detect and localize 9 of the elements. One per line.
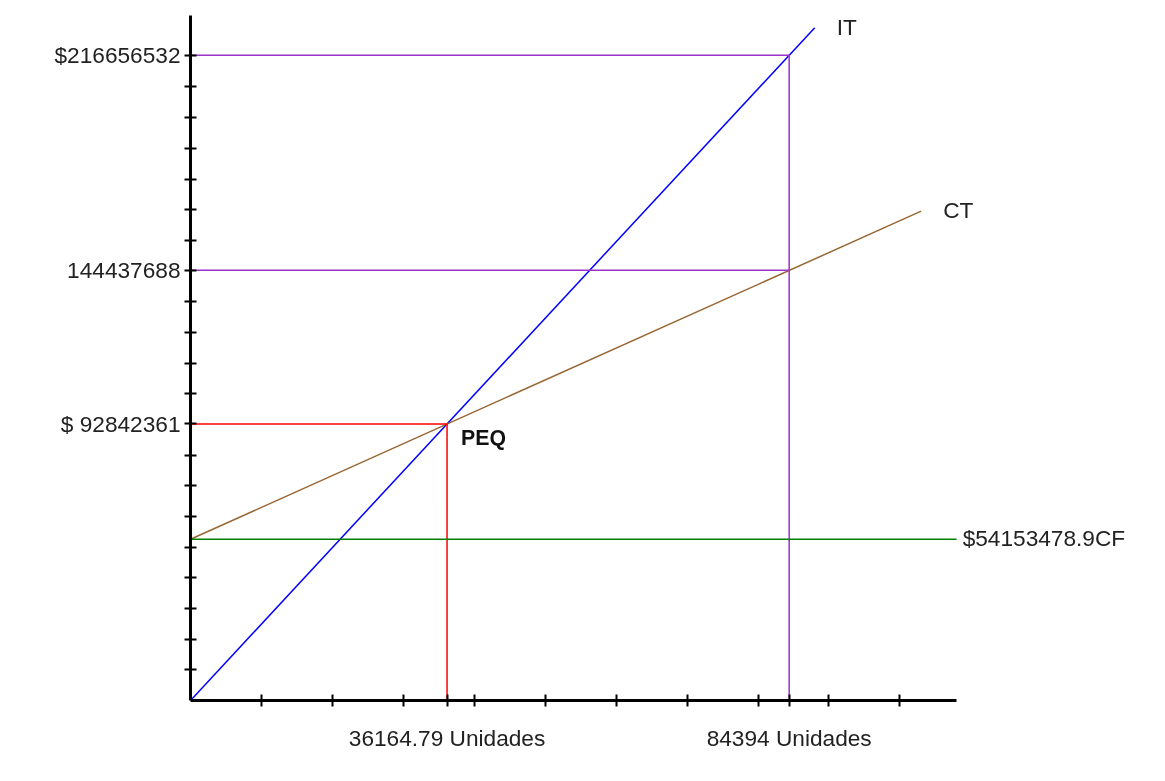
x-tick-label: 36164.79 Unidades (348, 724, 546, 751)
series-label: CT (943, 197, 974, 224)
x-tick-label: 84394 Unidades (706, 724, 872, 751)
y-tick-label: 144437688 (67, 257, 181, 284)
annotation: PEQ (461, 425, 507, 450)
y-tick-label: $216656532 (54, 42, 181, 69)
y-tick-label: $ 92842361 (60, 410, 181, 437)
ref-line-label: $54153478.9CF (962, 525, 1126, 552)
series-label: IT (836, 13, 858, 40)
